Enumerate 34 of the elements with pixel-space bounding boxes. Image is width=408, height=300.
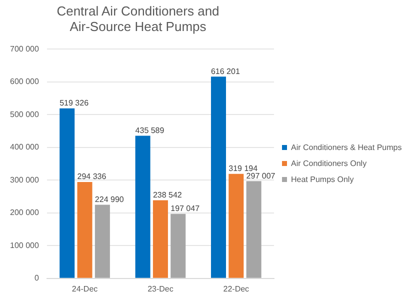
data-label: 519 326 [60, 98, 90, 108]
data-label: 238 542 [152, 190, 182, 200]
data-label: 435 589 [135, 126, 165, 135]
bar [228, 174, 244, 278]
y-tick-label: 0 [34, 274, 40, 283]
data-label: 616 201 [210, 66, 240, 76]
bar [152, 200, 168, 278]
y-tick-label: 600 000 [10, 77, 40, 86]
data-label: 319 194 [228, 164, 258, 174]
data-label: 197 047 [170, 204, 200, 214]
bar [94, 204, 110, 278]
text: Central Air Conditioners and [56, 3, 220, 18]
y-tick-label: 300 000 [10, 175, 40, 184]
legend-label: Heat Pumps Only [291, 175, 354, 184]
y-tick-label: 700 000 [10, 44, 40, 54]
bar [246, 181, 262, 278]
y-tick-label: 200 000 [10, 208, 40, 218]
bar [60, 108, 75, 278]
bar [135, 136, 150, 278]
bar [77, 182, 92, 278]
x-tick-label: 23-Dec [148, 284, 174, 294]
bar [170, 214, 186, 278]
bar [210, 76, 226, 278]
data-label: 224 990 [94, 194, 124, 204]
y-tick-label: 400 000 [10, 142, 40, 152]
data-label: 294 336 [77, 172, 107, 182]
y-tick-label: 500 000 [10, 110, 40, 119]
x-tick-label: 22-Dec [223, 284, 250, 294]
text: Air-Source Heat Pumps [70, 18, 206, 34]
legend-label: Air Conditioners Only [291, 159, 367, 168]
y-tick-label: 100 000 [10, 240, 40, 250]
data-label: 297 007 [246, 171, 276, 180]
legend-label: Air Conditioners & Heat Pumps [291, 143, 402, 152]
x-tick-label: 24-Dec [72, 284, 98, 294]
